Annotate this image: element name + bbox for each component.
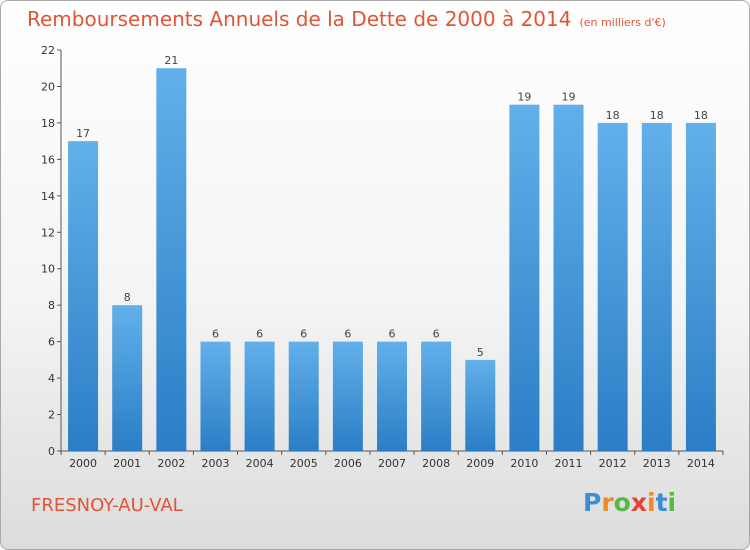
bar-value-label: 18 xyxy=(650,109,664,122)
bar-value-label: 18 xyxy=(606,109,620,122)
x-tick-label: 2008 xyxy=(422,457,450,470)
proxiti-logo[interactable]: Proxiti xyxy=(583,488,676,517)
x-tick-label: 2006 xyxy=(334,457,362,470)
bar-value-label: 18 xyxy=(694,109,708,122)
bar xyxy=(200,341,231,451)
bar xyxy=(509,104,540,451)
bar xyxy=(597,122,628,451)
bar xyxy=(465,359,496,451)
bar-value-label: 6 xyxy=(256,328,263,341)
y-tick-label: 20 xyxy=(41,80,55,93)
bar xyxy=(244,341,275,451)
bar-value-label: 19 xyxy=(562,91,576,104)
x-tick-label: 2002 xyxy=(157,457,185,470)
y-tick-label: 2 xyxy=(48,409,55,422)
bar-value-label: 6 xyxy=(300,328,307,341)
bar-value-label: 5 xyxy=(477,346,484,359)
bar-value-label: 6 xyxy=(389,328,396,341)
bar-value-label: 17 xyxy=(76,127,90,140)
bar xyxy=(68,141,99,452)
y-tick-label: 16 xyxy=(41,153,55,166)
logo-letter: t xyxy=(655,488,668,517)
y-tick-label: 10 xyxy=(41,263,55,276)
title-unit: (en milliers d'€) xyxy=(579,16,666,29)
y-tick-label: 22 xyxy=(41,44,55,57)
x-tick-label: 2012 xyxy=(599,457,627,470)
x-tick-label: 2011 xyxy=(555,457,583,470)
bar-value-label: 6 xyxy=(344,328,351,341)
x-tick-label: 2009 xyxy=(466,457,494,470)
x-tick-label: 2000 xyxy=(69,457,97,470)
logo-letter: i xyxy=(647,488,656,517)
commune-name: FRESNOY-AU-VAL xyxy=(31,495,183,516)
x-tick-label: 2004 xyxy=(246,457,274,470)
bar xyxy=(421,341,452,451)
y-tick-label: 0 xyxy=(48,445,55,458)
bar xyxy=(641,122,672,451)
bar xyxy=(377,341,407,451)
title-main: Remboursements Annuels de la Dette de 20… xyxy=(27,7,572,31)
bar-value-label: 8 xyxy=(124,291,131,304)
bar xyxy=(112,305,143,451)
bar-value-label: 21 xyxy=(164,54,178,67)
x-tick-label: 2003 xyxy=(201,457,229,470)
bar xyxy=(332,341,363,451)
bar-value-label: 19 xyxy=(517,91,531,104)
y-tick-label: 18 xyxy=(41,117,55,130)
bar xyxy=(685,122,716,451)
bar xyxy=(553,104,584,451)
y-tick-label: 12 xyxy=(41,226,55,239)
y-tick-label: 4 xyxy=(48,372,55,385)
x-tick-label: 2013 xyxy=(643,457,671,470)
bar-value-label: 6 xyxy=(433,328,440,341)
chart-title: Remboursements Annuels de la Dette de 20… xyxy=(27,7,666,31)
x-tick-label: 2007 xyxy=(378,457,406,470)
logo-letter: x xyxy=(630,488,647,517)
x-tick-label: 2010 xyxy=(510,457,538,470)
y-tick-label: 14 xyxy=(41,190,55,203)
logo-letter: i xyxy=(667,488,677,517)
bar xyxy=(156,68,187,452)
y-tick-label: 6 xyxy=(48,336,55,349)
logo-letter: r xyxy=(601,488,614,517)
x-tick-label: 2014 xyxy=(687,457,715,470)
logo-letter: P xyxy=(583,488,602,517)
bar-value-label: 6 xyxy=(212,328,219,341)
bar xyxy=(288,341,319,451)
logo-letter: o xyxy=(613,488,631,517)
x-tick-label: 2001 xyxy=(113,457,141,470)
y-tick-label: 8 xyxy=(48,299,55,312)
x-tick-label: 2005 xyxy=(290,457,318,470)
